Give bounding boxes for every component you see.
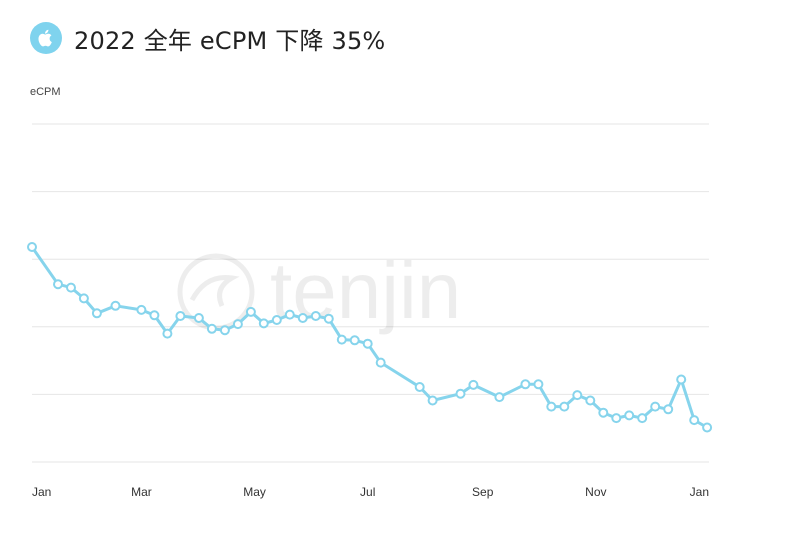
data-point[interactable] xyxy=(559,401,570,412)
watermark-text: tenjin xyxy=(270,246,461,335)
data-point[interactable] xyxy=(637,413,648,424)
data-point[interactable] xyxy=(323,313,334,324)
x-tick-label: Nov xyxy=(585,485,606,499)
data-point[interactable] xyxy=(91,308,102,319)
data-point[interactable] xyxy=(702,422,713,433)
x-tick-label: Jan xyxy=(690,485,709,499)
data-point[interactable] xyxy=(546,401,557,412)
data-point[interactable] xyxy=(175,311,186,321)
x-tick-label: May xyxy=(243,485,266,499)
data-point[interactable] xyxy=(624,410,635,421)
data-point[interactable] xyxy=(676,374,687,385)
data-point[interactable] xyxy=(520,379,531,390)
chart-header: 2022 全年 eCPM 下降 35% xyxy=(30,20,385,56)
data-point[interactable] xyxy=(455,388,466,399)
y-axis-label: eCPM xyxy=(30,86,61,98)
data-point[interactable] xyxy=(585,395,596,406)
data-point[interactable] xyxy=(297,313,308,323)
data-point[interactable] xyxy=(598,407,609,418)
data-point[interactable] xyxy=(663,404,674,415)
data-point[interactable] xyxy=(27,242,37,252)
data-point[interactable] xyxy=(258,318,269,329)
data-point[interactable] xyxy=(533,379,544,390)
x-tick-label: Jul xyxy=(360,485,375,499)
data-point[interactable] xyxy=(336,334,347,345)
data-point[interactable] xyxy=(650,401,661,412)
data-point[interactable] xyxy=(193,313,204,323)
data-point[interactable] xyxy=(245,306,256,317)
data-point[interactable] xyxy=(53,279,63,290)
gridlines xyxy=(32,123,709,463)
data-point[interactable] xyxy=(572,390,583,401)
data-point[interactable] xyxy=(219,325,230,336)
data-point[interactable] xyxy=(611,413,622,424)
x-axis-ticks: Jan Mar May Jul Sep Nov Jan xyxy=(32,485,709,499)
data-point[interactable] xyxy=(66,282,76,293)
data-point[interactable] xyxy=(375,357,386,368)
apple-glyph xyxy=(38,29,52,47)
chart-title: 2022 全年 eCPM 下降 35% xyxy=(74,26,386,55)
data-point[interactable] xyxy=(362,338,373,349)
data-point[interactable] xyxy=(110,300,121,311)
data-point[interactable] xyxy=(414,382,425,392)
data-points xyxy=(27,242,713,433)
data-point[interactable] xyxy=(284,309,295,320)
data-point[interactable] xyxy=(206,323,217,334)
data-point[interactable] xyxy=(232,319,243,330)
data-point[interactable] xyxy=(310,311,321,321)
data-point[interactable] xyxy=(689,415,700,426)
data-point[interactable] xyxy=(349,335,360,346)
data-point[interactable] xyxy=(149,310,160,321)
apple-icon xyxy=(30,22,62,54)
data-point[interactable] xyxy=(494,392,505,403)
tenjin-logo-swirl xyxy=(189,274,240,308)
data-point[interactable] xyxy=(162,328,173,339)
x-tick-label: Mar xyxy=(131,485,152,499)
data-point[interactable] xyxy=(427,395,438,406)
data-point[interactable] xyxy=(468,379,479,390)
x-tick-label: Jan xyxy=(32,485,51,499)
data-point[interactable] xyxy=(271,315,282,325)
data-point[interactable] xyxy=(136,304,147,315)
data-point[interactable] xyxy=(78,293,89,304)
x-tick-label: Sep xyxy=(472,485,494,499)
